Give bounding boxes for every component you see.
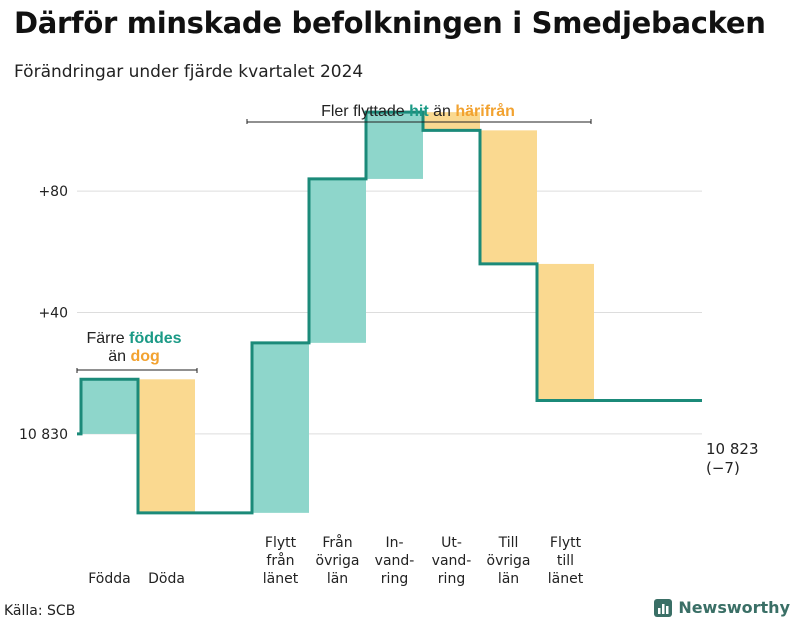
annotation-highlight-deaths: dog [130,348,159,365]
newsworthy-logo: Newsworthy [654,598,790,617]
waterfall-bar [138,379,195,513]
annotation-text: än [429,103,456,120]
running-total-line [77,110,702,515]
category-label: In-vand-ring [375,535,415,587]
waterfall-bar [423,112,480,131]
waterfall-chart: 10 830 +40 +80 Födda Döda Flytt från länet Från… [19,102,759,587]
annotation-bracket [76,368,198,373]
waterfall-bar [366,112,423,179]
end-value-label: 10 823 (−7) [706,440,759,477]
annotation-highlight-births: föddes [129,330,182,347]
chart-title: Därför minskade befolkningen i Smedjebac… [14,6,766,40]
annotation-highlight-in: hit [409,103,429,120]
annotation-text: Fler flyttade [321,103,409,120]
svg-text:Fler flyttade hit än härifrån: Fler flyttade hit än härifrån [321,102,515,120]
waterfall-bar [480,130,537,264]
waterfall-bar [309,178,366,343]
y-tick-label: 10 830 [19,427,68,443]
end-change: (−7) [706,459,740,477]
category-label: Ut-vand-ring [432,535,472,587]
category-label: Till övriga län [487,535,531,587]
category-label: Flytt till länet [548,535,584,587]
category-label: Döda [148,571,185,587]
y-axis-ticks: 10 830 +40 +80 [19,184,68,443]
annotation-bracket [246,119,592,124]
y-tick-label: +80 [38,184,68,200]
category-labels: Födda Döda Flytt från länet Från övriga län In-v… [88,534,583,587]
annotation-highlight-out: härifrån [455,102,515,120]
svg-text:än dog: än dog [108,348,160,365]
annotation-migration: Fler flyttade hit än härifrån [246,102,592,124]
waterfall-bar [252,342,309,513]
annotation-text: än [108,348,130,365]
waterfall-bar [537,263,594,401]
bars [81,112,594,513]
logo-text: Newsworthy [678,598,790,617]
category-label: Födda [88,571,130,587]
source-note: Källa: SCB [4,603,76,619]
end-value: 10 823 [706,440,759,458]
annotation-births-deaths: Färre föddes än dog [76,330,198,373]
waterfall-bar [81,379,138,434]
chart-subtitle: Förändringar under fjärde kvartalet 2024 [14,62,364,82]
annotation-text: Färre [86,330,129,347]
step-line [77,110,702,515]
bar-chart-icon [654,598,673,617]
svg-text:Färre föddes: Färre föddes [86,330,181,347]
y-tick-label: +40 [38,306,68,322]
category-label: Flytt från länet [263,535,299,587]
category-label: Från övriga län [316,534,360,587]
